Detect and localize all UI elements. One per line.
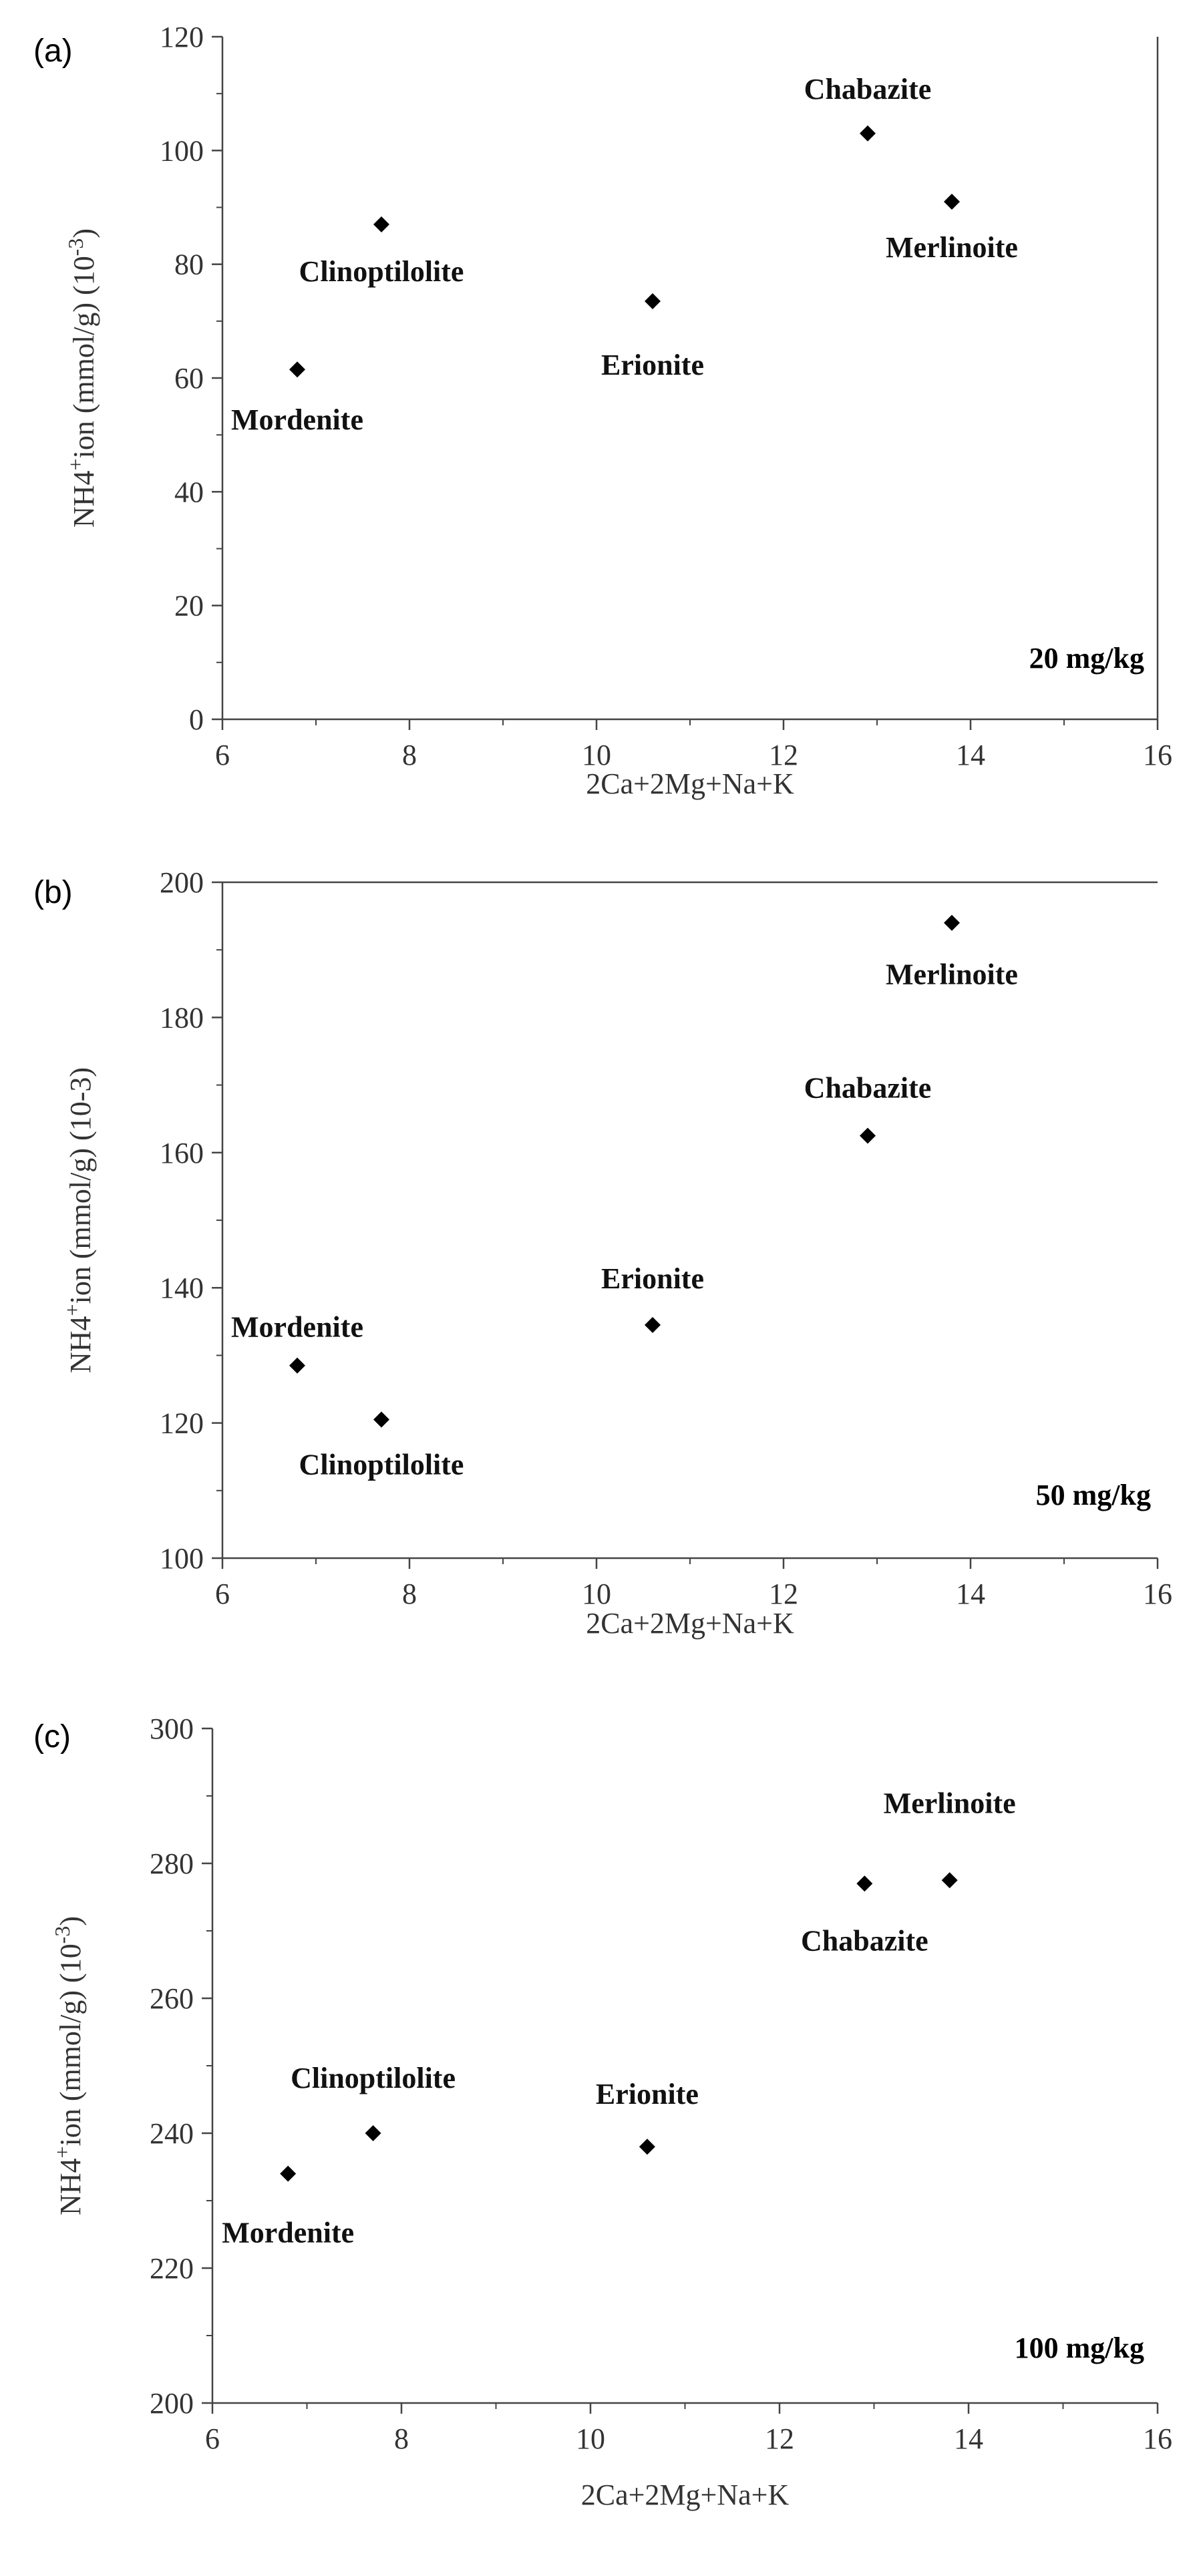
concentration-label: 50 mg/kg [1036, 1479, 1151, 1511]
x-tick-label: 16 [1143, 739, 1172, 771]
data-point-mordenite [289, 361, 305, 378]
y-axis-title-charge: + [60, 1304, 84, 1316]
x-tick-label: 14 [956, 1578, 985, 1610]
data-point-merlinoite [944, 914, 960, 931]
y-tick-label: 160 [160, 1137, 204, 1169]
y-tick-label: 20 [174, 590, 204, 622]
panel-letter: (a) [33, 33, 73, 69]
y-axis-title: NH4+ion (mmol/g) (10-3) [50, 1916, 87, 2215]
y-tick-label: 260 [150, 1982, 194, 2015]
data-point-erionite [645, 1316, 661, 1333]
y-tick-label: 300 [150, 1712, 194, 1745]
x-tick-label: 12 [765, 2422, 794, 2455]
y-tick-label: 60 [174, 362, 204, 395]
y-tick-label: 220 [150, 2252, 194, 2285]
x-axis-title: 2Ca+2Mg+Na+K [586, 767, 794, 800]
chart-panel-1: 6 8 10 12 14 16 0 20 40 60 80 100 120 2Ca+2Mg+Na+K NH4… [33, 21, 1172, 800]
x-tick-label: 16 [1143, 1578, 1172, 1610]
y-axis-title-unit: ion (mmol/g) (10 [54, 1944, 87, 2146]
x-tick-label: 6 [215, 1578, 230, 1610]
y-tick-label: 120 [160, 21, 204, 53]
y-tick-label: 240 [150, 2117, 194, 2150]
x-tick-label: 10 [582, 1578, 611, 1610]
x-axis-title: 2Ca+2Mg+Na+K [586, 1607, 794, 1640]
data-point-mordenite [280, 2165, 297, 2182]
y-axis-title: NH4+ion (mmol/g) (10-3) [63, 228, 100, 528]
y-tick-label: 180 [160, 1001, 204, 1034]
x-tick-label: 14 [956, 739, 985, 771]
y-tick-label: 100 [160, 134, 204, 167]
y-axis-title-base: NH4 [54, 2158, 87, 2215]
data-point-merlinoite [944, 193, 960, 210]
y-axis-title-end: ) [54, 1916, 87, 1926]
y-axis-title-charge: + [50, 2146, 74, 2158]
x-axis-title: 2Ca+2Mg+Na+K [581, 2478, 790, 2511]
concentration-label: 20 mg/kg [1029, 642, 1144, 675]
data-point-clinoptilolite [365, 2125, 381, 2141]
panel-letter: (b) [33, 875, 73, 910]
y-axis-title-unit: ion (mmol/g) (10 [67, 256, 100, 458]
y-axis-title-end: ) [67, 228, 100, 238]
x-tick-label: 8 [394, 2422, 409, 2455]
y-axis-title-exponent: -3 [63, 238, 88, 256]
data-label-erionite: Erionite [601, 349, 704, 381]
y-axis-title-exponent: -3 [50, 1926, 74, 1944]
data-point-chabazite [860, 125, 876, 142]
x-tick-label: 14 [954, 2422, 983, 2455]
data-label-merlinoite: Merlinoite [886, 958, 1018, 991]
y-tick-label: 200 [160, 866, 204, 899]
data-label-clinoptilolite: Clinoptilolite [291, 2062, 456, 2094]
x-tick-label: 12 [769, 739, 798, 771]
data-label-clinoptilolite: Clinoptilolite [299, 1449, 464, 1481]
data-label-clinoptilolite: Clinoptilolite [299, 255, 464, 288]
y-axis-title: NH4+ion (mmol/g) (10-3) [60, 1067, 97, 1373]
y-tick-label: 140 [160, 1272, 204, 1304]
x-tick-label: 6 [215, 739, 230, 771]
panel-letter: (c) [33, 1719, 71, 1755]
y-axis-title-unit: ion (mmol/g) (10-3) [64, 1067, 97, 1304]
y-tick-label: 40 [174, 476, 204, 508]
x-tick-label: 10 [582, 739, 611, 771]
data-label-chabazite: Chabazite [804, 1072, 932, 1105]
x-tick-label: 8 [402, 739, 417, 771]
y-axis-title-charge: + [63, 458, 88, 470]
x-tick-label: 16 [1143, 2422, 1172, 2455]
y-tick-label: 0 [189, 703, 204, 736]
data-point-chabazite [856, 1875, 873, 1892]
chart-panel-3: 6 8 10 12 14 16 200 220 240 260 280 300 2Ca+2Mg+Na+K… [33, 1712, 1172, 2511]
data-point-mordenite [289, 1357, 305, 1374]
x-tick-label: 8 [402, 1578, 417, 1610]
data-label-erionite: Erionite [596, 2078, 699, 2110]
data-point-clinoptilolite [373, 1411, 389, 1428]
data-point-merlinoite [941, 1872, 958, 1889]
y-tick-label: 100 [160, 1542, 204, 1575]
y-axis-title-base: NH4 [67, 470, 100, 528]
data-label-merlinoite: Merlinoite [886, 231, 1018, 264]
chart-panel-2: 6 8 10 12 14 16 100 120 140 160 180 200 2Ca+2Mg+Na+K… [33, 866, 1172, 1640]
concentration-label: 100 mg/kg [1015, 2332, 1144, 2364]
data-label-chabazite: Chabazite [801, 1924, 928, 1957]
data-point-erionite [645, 293, 661, 310]
y-axis-title-base: NH4 [64, 1316, 97, 1373]
data-label-erionite: Erionite [601, 1262, 704, 1295]
data-point-erionite [639, 2139, 655, 2155]
data-label-chabazite: Chabazite [804, 73, 932, 106]
data-label-mordenite: Mordenite [231, 1311, 363, 1344]
x-tick-label: 12 [769, 1578, 798, 1610]
y-tick-label: 120 [160, 1407, 204, 1440]
data-label-merlinoite: Merlinoite [884, 1787, 1016, 1819]
x-tick-label: 10 [576, 2422, 605, 2455]
data-label-mordenite: Mordenite [222, 2217, 354, 2249]
data-label-mordenite: Mordenite [231, 403, 363, 436]
y-tick-label: 200 [150, 2387, 194, 2420]
x-tick-label: 6 [205, 2422, 220, 2455]
data-point-clinoptilolite [373, 216, 389, 233]
y-tick-label: 280 [150, 1847, 194, 1880]
data-point-chabazite [860, 1127, 876, 1144]
y-tick-label: 80 [174, 248, 204, 281]
